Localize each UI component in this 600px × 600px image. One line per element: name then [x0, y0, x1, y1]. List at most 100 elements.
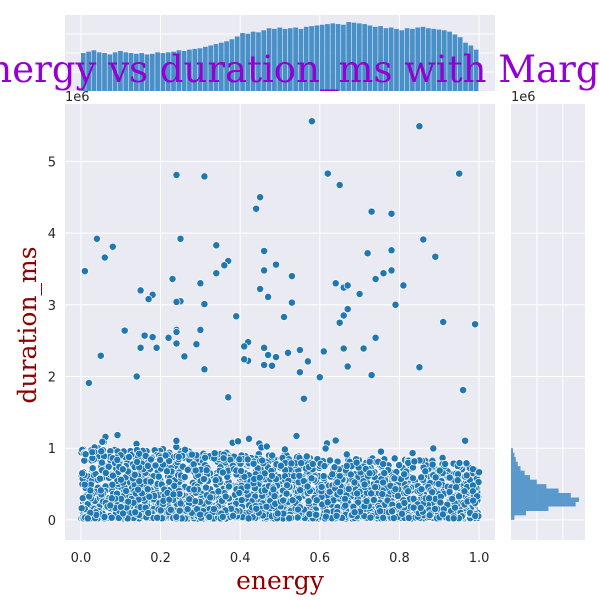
scatter-point — [288, 496, 297, 505]
y-tick-label: 1 — [48, 442, 56, 457]
scatter-point — [305, 510, 314, 519]
scatter-point — [88, 464, 97, 473]
scatter-point — [229, 511, 237, 520]
scatter-point — [169, 490, 178, 499]
scatter-point — [296, 486, 305, 495]
x-tick-label: 1.0 — [469, 551, 490, 566]
scatter-point — [445, 473, 454, 482]
marginal-x-bar — [287, 28, 293, 91]
scatter-point — [287, 459, 296, 468]
scatter-point — [156, 456, 165, 464]
scatter-point — [211, 476, 220, 485]
scatter-point — [113, 431, 122, 440]
scatter-point — [210, 449, 219, 458]
y-tick-label: 3 — [48, 299, 56, 314]
scatter-point — [404, 513, 413, 522]
scatter-point — [287, 272, 296, 281]
scatter-point — [343, 362, 352, 371]
scatter-point — [225, 482, 233, 491]
scatter-point — [243, 482, 252, 491]
scatter-point — [452, 483, 461, 492]
scatter-point — [135, 477, 144, 486]
scatter-point — [459, 386, 468, 395]
marginal-x-axes — [65, 15, 495, 92]
scatter-point — [323, 498, 332, 507]
scatter-point — [172, 171, 181, 179]
scatter-point — [299, 394, 308, 403]
marginal-x-histogram — [80, 22, 479, 92]
marginal-x-bar — [463, 42, 468, 91]
scatter-point — [319, 472, 328, 481]
marginal-x-bar — [181, 50, 187, 91]
marginal-x-bar — [218, 42, 224, 91]
marginal-x-bar — [394, 28, 399, 91]
x-tick-label: 0.0 — [71, 551, 92, 566]
scatter-point — [136, 343, 145, 352]
scatter-point — [352, 458, 361, 467]
scatter-point — [285, 514, 294, 523]
scatter-point — [116, 503, 125, 511]
scatter-point — [170, 481, 179, 490]
scatter-point — [369, 496, 378, 504]
marginal-x-bar — [303, 26, 309, 91]
scatter-point — [100, 253, 109, 262]
scatter-point — [88, 448, 97, 457]
scatter-point — [367, 207, 376, 216]
scatter-point — [326, 456, 334, 465]
marginal-x-bar — [441, 30, 447, 92]
scatter-point — [387, 266, 396, 275]
scatter-point — [336, 487, 345, 496]
marginal-x-bar — [139, 53, 145, 91]
scatter-point — [235, 455, 244, 464]
scatter-point — [108, 471, 117, 480]
marginal-x-bar — [149, 53, 155, 91]
scatter-point — [218, 468, 227, 477]
scatter-point — [378, 490, 387, 499]
scatter-point — [187, 450, 196, 459]
scatter-point — [292, 432, 301, 440]
scatter-point — [391, 300, 400, 309]
scatter-point — [312, 496, 321, 505]
scatter-point — [342, 461, 351, 470]
scatter-point — [431, 504, 439, 513]
scatter-point — [343, 281, 352, 290]
marginal-x-bar — [436, 29, 442, 91]
scatter-point — [164, 333, 173, 342]
scatter-point — [434, 480, 443, 488]
scatter-point — [180, 352, 189, 361]
scatter-point — [243, 455, 252, 464]
scatter-point — [419, 235, 428, 244]
scatter-point — [133, 457, 142, 466]
scatter-point — [341, 501, 350, 510]
scatter-point — [153, 513, 162, 522]
scatter-point — [408, 449, 417, 458]
scatter-point — [180, 473, 189, 482]
scatter-point — [113, 455, 122, 464]
marginal-x-bar — [266, 28, 272, 91]
scatter-point — [260, 247, 269, 255]
scatter-point — [130, 470, 139, 479]
scatter-point — [333, 478, 342, 487]
scatter-point — [399, 281, 408, 290]
marginal-x-bar — [128, 53, 134, 91]
scatter-point — [342, 450, 351, 459]
scatter-point — [100, 512, 109, 521]
scatter-point — [415, 363, 424, 372]
scatter-point — [96, 474, 104, 483]
scatter-point — [346, 470, 355, 479]
scatter-point — [131, 508, 140, 517]
scatter-point — [282, 489, 291, 498]
scatter-point — [183, 505, 192, 514]
scatter-point — [460, 487, 469, 496]
marginal-x-bar — [293, 27, 298, 91]
scatter-point — [140, 331, 149, 340]
scatter-point — [80, 267, 89, 276]
scatter-point — [435, 466, 444, 475]
marginal-x-bar — [473, 49, 479, 91]
scatter-point — [331, 436, 340, 445]
scatter-point — [154, 472, 163, 481]
marginal-x-bar — [187, 49, 192, 91]
scatter-point — [312, 510, 321, 519]
marginal-x-bar — [240, 33, 245, 91]
scatter-point — [232, 312, 241, 321]
